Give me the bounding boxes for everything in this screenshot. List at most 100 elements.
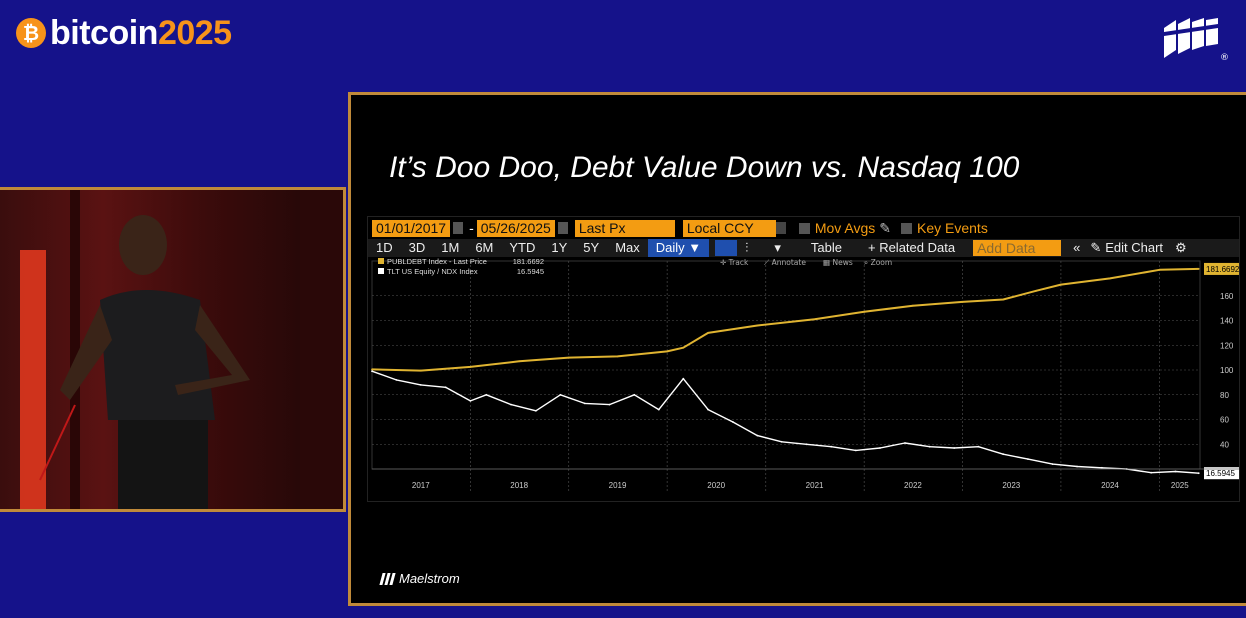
series-point-2 bbox=[535, 409, 537, 412]
key-events-label: Key Events bbox=[917, 220, 988, 236]
series-point-1 bbox=[707, 332, 709, 334]
series-point-2 bbox=[854, 449, 857, 452]
chart-tool-4[interactable]: ⌕ Zoom bbox=[864, 258, 892, 267]
series-point-2 bbox=[608, 403, 611, 406]
chart-tool-2[interactable]: ⟋ Annotate bbox=[764, 258, 806, 267]
series-point-2 bbox=[928, 445, 931, 448]
series-line-2 bbox=[371, 370, 1199, 474]
key-events-checkbox[interactable] bbox=[901, 222, 912, 234]
settings-gear-icon[interactable]: ⚙ bbox=[1175, 240, 1187, 255]
price-field-select[interactable]: Last Px bbox=[574, 219, 675, 237]
currency-select[interactable]: Local CCY bbox=[682, 219, 776, 237]
bitcoin-coin-icon: ₿ bbox=[16, 18, 46, 48]
line-chart: ✛ Track ⟋ Annotate ▦ News ⌕ Zoom PUBLDEBT I… bbox=[371, 257, 1239, 491]
series-point-1 bbox=[961, 301, 964, 303]
series-point-1 bbox=[1109, 277, 1111, 280]
chevron-down-icon[interactable] bbox=[775, 222, 786, 234]
y-tick-label: 120 bbox=[1220, 341, 1234, 350]
collapse-icon[interactable]: « bbox=[1073, 240, 1081, 255]
series-point-1 bbox=[756, 324, 759, 327]
series-point-2 bbox=[444, 386, 447, 389]
y-tick-label: 100 bbox=[1220, 366, 1234, 375]
date-range-dash: - bbox=[469, 220, 474, 236]
calendar-icon[interactable] bbox=[557, 222, 568, 234]
last-value-tag-1 bbox=[1204, 262, 1239, 275]
period-6m[interactable]: 6M bbox=[475, 240, 494, 255]
series-point-2 bbox=[559, 393, 562, 396]
chart-tools: ✛ Track ⟋ Annotate ▦ News ⌕ Zoom bbox=[720, 258, 892, 267]
chart-tool-1[interactable]: ✛ Track bbox=[720, 258, 749, 267]
add-data-input[interactable]: Add Data bbox=[973, 240, 1062, 256]
series-point-2 bbox=[756, 434, 759, 437]
x-tick-label: 2024 bbox=[1101, 481, 1119, 490]
mov-avgs-checkbox[interactable] bbox=[798, 222, 810, 234]
bar-chart-icon[interactable]: ⫶ bbox=[745, 240, 749, 255]
series-point-2 bbox=[485, 393, 488, 396]
y-tick-label: 40 bbox=[1220, 440, 1229, 449]
period-1y[interactable]: 1Y bbox=[551, 240, 568, 255]
series-point-2 bbox=[977, 445, 980, 448]
series-point-2 bbox=[904, 442, 906, 444]
period-1m[interactable]: 1M bbox=[441, 240, 460, 255]
last-value-tag-2 bbox=[1204, 467, 1239, 480]
legend-value-2: 16.5945 bbox=[517, 267, 544, 276]
end-date-field[interactable]: 05/26/2025 bbox=[476, 219, 555, 237]
brand-stripes-icon: ® bbox=[1164, 18, 1228, 62]
period-ytd[interactable]: YTD bbox=[509, 240, 536, 255]
legend-value-1: 181.6692 bbox=[513, 257, 544, 266]
series-point-2 bbox=[469, 400, 472, 402]
line-chart-icon[interactable] bbox=[715, 240, 738, 256]
series-point-2 bbox=[1076, 465, 1078, 468]
frequency-select[interactable]: Daily ▼ bbox=[647, 239, 710, 257]
series-point-2 bbox=[1002, 453, 1005, 456]
series-point-1 bbox=[567, 356, 570, 359]
series-point-2 bbox=[707, 408, 709, 411]
legend-name-2: TLT US Equity / NDX Index bbox=[387, 267, 478, 276]
period-5y[interactable]: 5Y bbox=[583, 240, 600, 255]
maelstrom-wordmark: Maelstrom bbox=[399, 571, 460, 586]
maelstrom-logo-icon bbox=[379, 572, 396, 585]
event-wordmark: bitcoin2025 bbox=[50, 16, 232, 50]
series-point-1 bbox=[1197, 268, 1200, 270]
series-point-2 bbox=[1101, 466, 1103, 469]
edit-pencil-icon[interactable]: ✎ bbox=[1090, 240, 1102, 255]
pencil-icon[interactable]: ✎ bbox=[879, 219, 891, 236]
mov-avgs-label: Mov Avgs bbox=[814, 220, 876, 236]
y-tick-label: 160 bbox=[1220, 292, 1234, 301]
series-line-1 bbox=[371, 267, 1199, 372]
x-tick-label: 2017 bbox=[412, 481, 430, 490]
series-point-1 bbox=[813, 318, 816, 321]
bloomberg-chart-panel: 01/01/2017 - 05/26/2025 Last Px Local CC… bbox=[367, 216, 1240, 502]
speaker-illustration bbox=[20, 190, 343, 509]
period-max[interactable]: Max bbox=[615, 240, 640, 255]
period-1d[interactable]: 1D bbox=[376, 240, 393, 255]
series-point-1 bbox=[682, 346, 685, 349]
series-point-2 bbox=[732, 421, 734, 423]
start-date-field[interactable]: 01/01/2017 bbox=[372, 219, 451, 237]
edit-chart-button[interactable]: Edit Chart bbox=[1105, 240, 1164, 255]
related-data-button[interactable]: + Related Data bbox=[867, 240, 956, 255]
x-tick-label: 2018 bbox=[510, 481, 528, 490]
series-point-2 bbox=[395, 379, 398, 381]
x-tick-label: 2022 bbox=[904, 481, 922, 490]
calendar-icon[interactable] bbox=[453, 222, 464, 234]
logo-year: 2025 bbox=[157, 14, 232, 52]
y-tick-label: 60 bbox=[1220, 416, 1229, 425]
chart-tool-3[interactable]: ▦ News bbox=[823, 258, 853, 267]
speaker-video bbox=[0, 187, 346, 512]
series-point-2 bbox=[419, 384, 422, 386]
y-tick-label: 140 bbox=[1220, 317, 1234, 326]
logo-word: bitcoin bbox=[50, 14, 158, 52]
plot-frame bbox=[371, 260, 1201, 470]
series-point-1 bbox=[1060, 283, 1062, 286]
series-point-2 bbox=[953, 447, 956, 449]
maelstrom-brand: Maelstrom bbox=[379, 571, 460, 586]
chevron-down-icon[interactable]: ▾ bbox=[774, 240, 781, 255]
series-point-2 bbox=[1051, 463, 1054, 465]
series-point-2 bbox=[1197, 472, 1200, 475]
series-point-1 bbox=[863, 310, 866, 313]
table-button[interactable]: Table bbox=[810, 240, 842, 255]
series-point-1 bbox=[469, 366, 472, 368]
legend-name-1: PUBLDEBT Index - Last Price bbox=[387, 257, 487, 266]
period-3d[interactable]: 3D bbox=[408, 240, 426, 255]
